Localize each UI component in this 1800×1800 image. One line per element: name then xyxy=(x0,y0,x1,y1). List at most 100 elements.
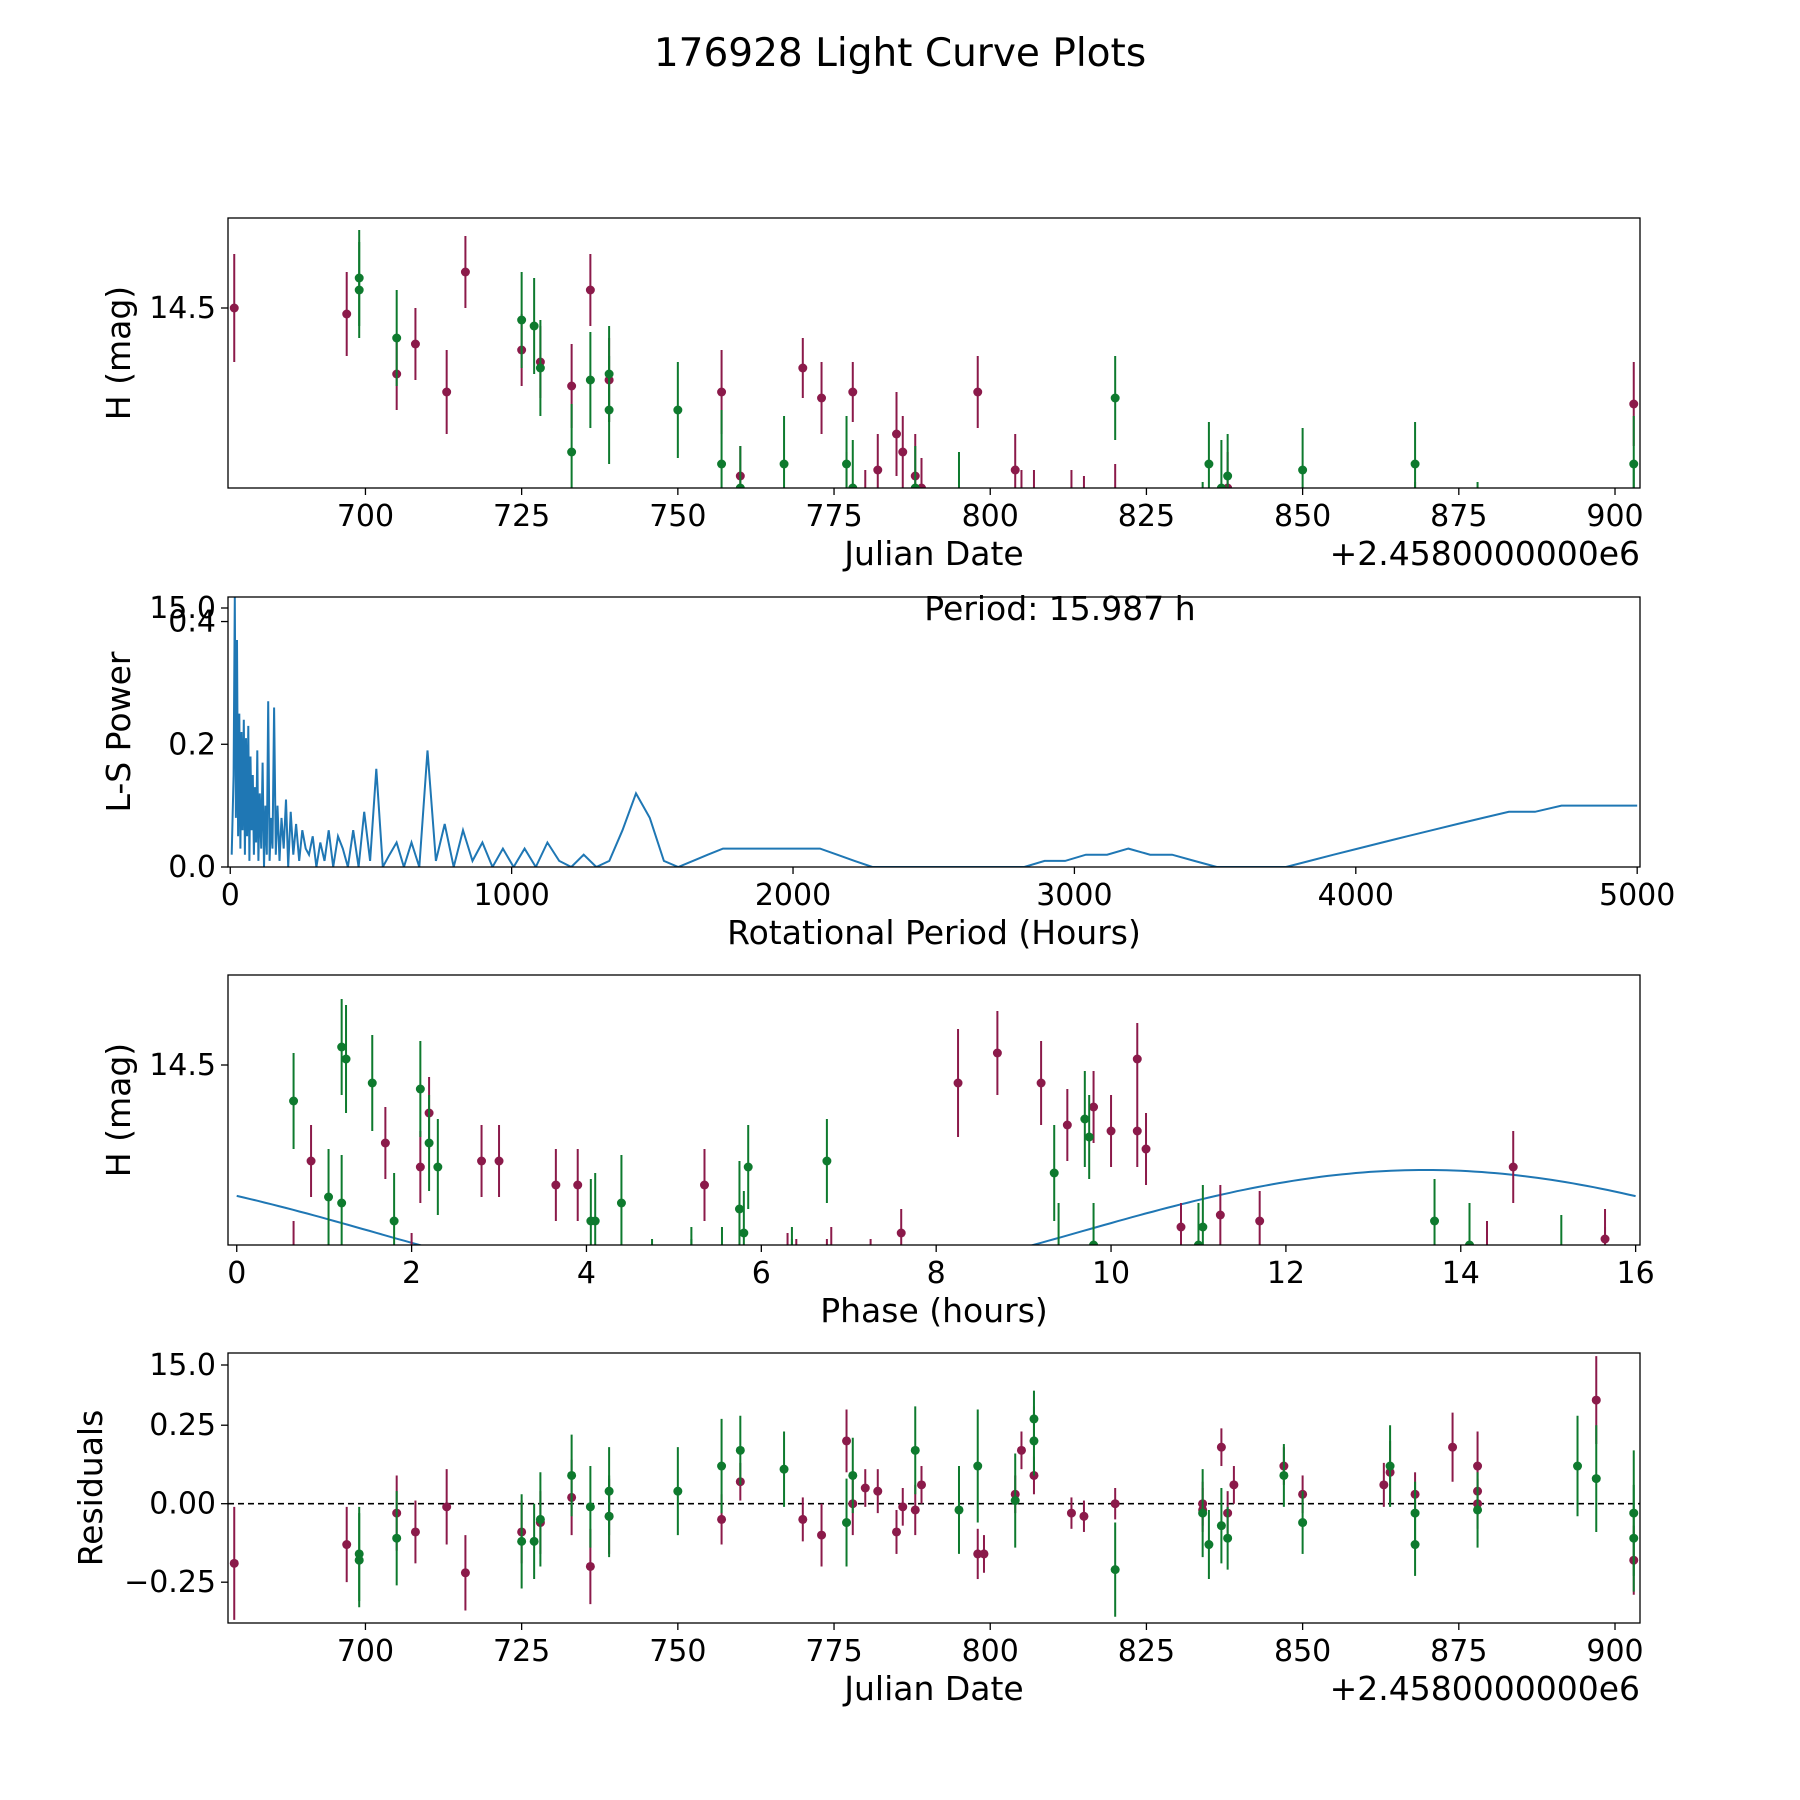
green-band-point xyxy=(392,1533,402,1543)
green-band-point xyxy=(954,1505,964,1515)
green-band-point xyxy=(1080,1114,1090,1124)
plot-area xyxy=(236,999,1636,1245)
green-band-point xyxy=(1279,1470,1289,1480)
red-band-point xyxy=(229,1558,239,1568)
green-band-point xyxy=(1629,1533,1639,1543)
phased-light-curve-panel: 0 2 4 6 8 10 12 14 16 15.0 14.5 Phase (hours) H (mag… xyxy=(99,974,1655,1383)
x-tick-label: 850 xyxy=(1274,1634,1331,1669)
green-band-point xyxy=(1216,1521,1226,1531)
red-band-point xyxy=(798,363,808,373)
x-tick-label: 14 xyxy=(1442,1256,1480,1291)
red-band-point xyxy=(442,387,452,397)
green-band-point xyxy=(1629,459,1639,469)
red-band-point xyxy=(860,1483,870,1493)
y-tick-label: 0.0 xyxy=(168,850,216,885)
red-band-point xyxy=(1132,1126,1142,1136)
red-band-point xyxy=(1141,1144,1151,1154)
axes-frame xyxy=(227,217,1641,489)
green-band-point xyxy=(735,1445,745,1455)
y-tick-label: 15.0 xyxy=(149,1348,216,1383)
green-band-point xyxy=(529,321,539,331)
green-band-point xyxy=(1110,393,1120,403)
green-band-point xyxy=(337,1198,347,1208)
red-band-point xyxy=(585,1561,595,1571)
x-axis-label: Julian Date xyxy=(842,534,1024,573)
green-band-point xyxy=(1298,1518,1308,1528)
green-band-point xyxy=(590,1216,600,1226)
green-band-point xyxy=(1029,1414,1039,1424)
period-annotation: Period: 15.987 h xyxy=(924,589,1195,628)
red-band-point xyxy=(573,1180,583,1190)
red-band-point xyxy=(892,429,902,439)
red-band-point xyxy=(892,1527,902,1537)
green-band-point xyxy=(289,1096,299,1106)
x-tick-label: 5000 xyxy=(1599,878,1675,913)
green-band-point xyxy=(1193,1240,1203,1245)
green-band-point xyxy=(354,285,364,295)
green-band-point xyxy=(739,1228,749,1238)
green-band-point xyxy=(529,1536,539,1546)
green-band-point xyxy=(717,459,727,469)
red-band-point xyxy=(873,465,883,475)
green-band-point xyxy=(779,1464,789,1474)
x-tick-label: 725 xyxy=(493,499,550,534)
green-band-point xyxy=(392,333,402,343)
x-tick-label: 875 xyxy=(1430,1634,1487,1669)
red-band-point xyxy=(442,1502,452,1512)
red-band-point xyxy=(717,1514,727,1524)
red-band-point xyxy=(342,309,352,319)
green-band-point xyxy=(1223,1533,1233,1543)
green-band-point xyxy=(717,1461,727,1471)
green-band-point xyxy=(585,1502,595,1512)
green-band-point xyxy=(585,375,595,385)
red-band-point xyxy=(1036,1078,1046,1088)
red-band-point xyxy=(910,1505,920,1515)
x-tick-label: 8 xyxy=(927,1256,946,1291)
x-tick-label: 1000 xyxy=(473,878,549,913)
green-band-point xyxy=(1573,1461,1583,1471)
power-series-line xyxy=(230,597,1638,867)
red-band-point xyxy=(1089,1102,1099,1112)
green-band-point xyxy=(973,1461,983,1471)
light-curve-panel: 700 725 750 775 800 825 850 875 900 15.0 14.5 Julia… xyxy=(99,217,1644,626)
plot-area xyxy=(230,597,1638,867)
green-band-point xyxy=(604,1511,614,1521)
green-band-point xyxy=(735,483,745,488)
green-band-point xyxy=(433,1162,443,1172)
axes-frame xyxy=(227,974,1641,1246)
x-tick-label: 10 xyxy=(1092,1256,1130,1291)
red-band-point xyxy=(817,1530,827,1540)
green-band-point xyxy=(910,1445,920,1455)
x-tick-label: 850 xyxy=(1274,499,1331,534)
red-band-point xyxy=(717,387,727,397)
green-band-point xyxy=(1410,1540,1420,1550)
green-band-point xyxy=(567,1470,577,1480)
axes-frame xyxy=(227,1352,1641,1624)
red-band-point xyxy=(1448,1442,1458,1452)
red-band-point xyxy=(699,1180,709,1190)
green-band-point xyxy=(1089,1240,1099,1245)
red-band-point xyxy=(1106,1126,1116,1136)
green-band-point xyxy=(1198,1222,1208,1232)
x-tick-label: 12 xyxy=(1267,1256,1305,1291)
green-band-point xyxy=(743,1162,753,1172)
red-band-point xyxy=(380,1138,390,1148)
red-band-point xyxy=(477,1156,487,1166)
green-band-point xyxy=(1204,459,1214,469)
green-band-point xyxy=(567,447,577,457)
red-band-point xyxy=(1132,1054,1142,1064)
green-band-point xyxy=(1204,1540,1214,1550)
red-band-point xyxy=(1255,1216,1265,1226)
green-band-point xyxy=(1010,1496,1020,1506)
x-tick-label: 2 xyxy=(402,1256,421,1291)
red-band-point xyxy=(1379,1480,1389,1490)
x-tick-label: 725 xyxy=(493,1634,550,1669)
red-band-point xyxy=(585,285,595,295)
x-tick-label: 800 xyxy=(962,1634,1019,1669)
green-band-point xyxy=(1430,1216,1440,1226)
green-band-point xyxy=(604,405,614,415)
red-band-point xyxy=(1110,1499,1120,1509)
x-tick-label: 900 xyxy=(1586,499,1643,534)
x-tick-label: 6 xyxy=(752,1256,771,1291)
